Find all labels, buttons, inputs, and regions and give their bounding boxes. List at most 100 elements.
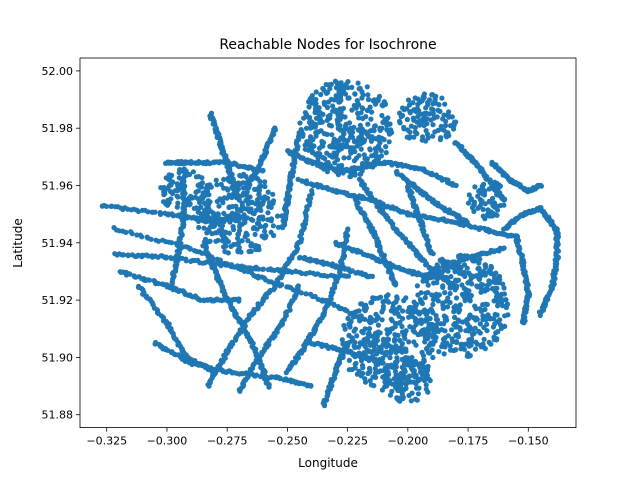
data-point <box>139 234 145 240</box>
data-point <box>254 372 260 378</box>
data-point <box>471 208 477 214</box>
y-tick-label: 51.96 <box>42 179 74 192</box>
data-point <box>356 308 362 314</box>
data-point <box>469 336 475 342</box>
data-point <box>454 305 460 312</box>
data-point <box>350 337 356 343</box>
data-point <box>268 216 274 222</box>
data-point <box>169 240 175 246</box>
data-point <box>275 213 281 219</box>
y-tick-label: 52.00 <box>42 65 74 78</box>
data-point <box>193 174 199 180</box>
data-point <box>404 106 410 112</box>
data-point <box>406 339 412 345</box>
data-point <box>256 266 262 272</box>
data-point <box>341 130 347 137</box>
data-point <box>484 301 490 308</box>
data-point <box>214 198 220 205</box>
data-point <box>306 119 312 125</box>
data-point <box>325 345 331 351</box>
data-point <box>383 118 389 124</box>
data-point <box>238 249 244 255</box>
data-point <box>473 317 479 323</box>
data-point <box>157 211 164 217</box>
data-point <box>441 351 447 357</box>
data-point <box>367 369 373 375</box>
data-point <box>309 93 315 99</box>
data-point <box>230 224 236 230</box>
data-point <box>353 155 359 161</box>
data-point <box>199 180 205 186</box>
data-point <box>324 131 330 137</box>
data-point <box>207 224 214 230</box>
data-point <box>410 313 416 320</box>
data-point <box>160 199 167 205</box>
data-point <box>257 178 263 185</box>
data-point <box>187 171 193 178</box>
data-point <box>389 130 395 136</box>
data-point <box>491 316 497 322</box>
data-point <box>369 153 375 159</box>
data-point <box>415 101 421 108</box>
data-point <box>302 110 308 116</box>
data-point <box>494 336 500 342</box>
data-point <box>502 323 508 329</box>
data-point <box>221 244 227 250</box>
data-point <box>415 166 422 172</box>
data-point <box>385 292 391 298</box>
data-point <box>435 298 441 304</box>
data-point <box>396 395 402 401</box>
data-point <box>362 316 368 322</box>
data-point <box>445 295 451 301</box>
data-point <box>407 212 413 218</box>
data-point <box>454 283 460 289</box>
data-point <box>201 200 207 206</box>
data-point <box>387 392 393 398</box>
data-point <box>252 231 258 237</box>
data-point <box>244 192 250 199</box>
data-point <box>352 344 358 351</box>
data-point <box>388 347 395 353</box>
data-point <box>358 146 364 152</box>
data-point <box>413 396 419 402</box>
data-point <box>472 184 478 190</box>
data-point <box>452 320 458 326</box>
data-point <box>221 176 227 182</box>
data-point <box>342 91 349 97</box>
data-point <box>453 182 459 189</box>
data-point <box>420 134 426 140</box>
data-point <box>439 343 445 350</box>
data-point <box>385 380 392 386</box>
data-point <box>327 115 333 121</box>
data-point <box>478 281 484 288</box>
data-point <box>360 365 366 371</box>
data-point <box>163 254 169 260</box>
data-point <box>395 387 401 393</box>
data-point <box>400 112 406 119</box>
data-point <box>405 127 411 133</box>
data-point <box>352 91 358 97</box>
data-point <box>405 97 412 103</box>
data-point <box>405 308 411 314</box>
data-point <box>407 324 413 330</box>
data-point <box>415 377 422 383</box>
data-point <box>432 96 438 102</box>
x-tick-label: −0.275 <box>207 435 248 448</box>
data-point <box>355 101 361 107</box>
data-point <box>429 292 435 298</box>
data-point <box>433 291 439 297</box>
data-point <box>246 248 252 255</box>
data-point <box>262 179 268 185</box>
data-point <box>404 379 410 385</box>
data-point <box>423 128 429 134</box>
data-point <box>387 355 393 361</box>
data-point <box>243 206 249 212</box>
data-point <box>453 347 459 353</box>
data-point <box>413 372 419 378</box>
data-point <box>480 206 486 213</box>
data-point <box>380 303 386 309</box>
data-point <box>412 306 418 313</box>
data-point <box>468 272 474 278</box>
data-point <box>400 394 406 400</box>
